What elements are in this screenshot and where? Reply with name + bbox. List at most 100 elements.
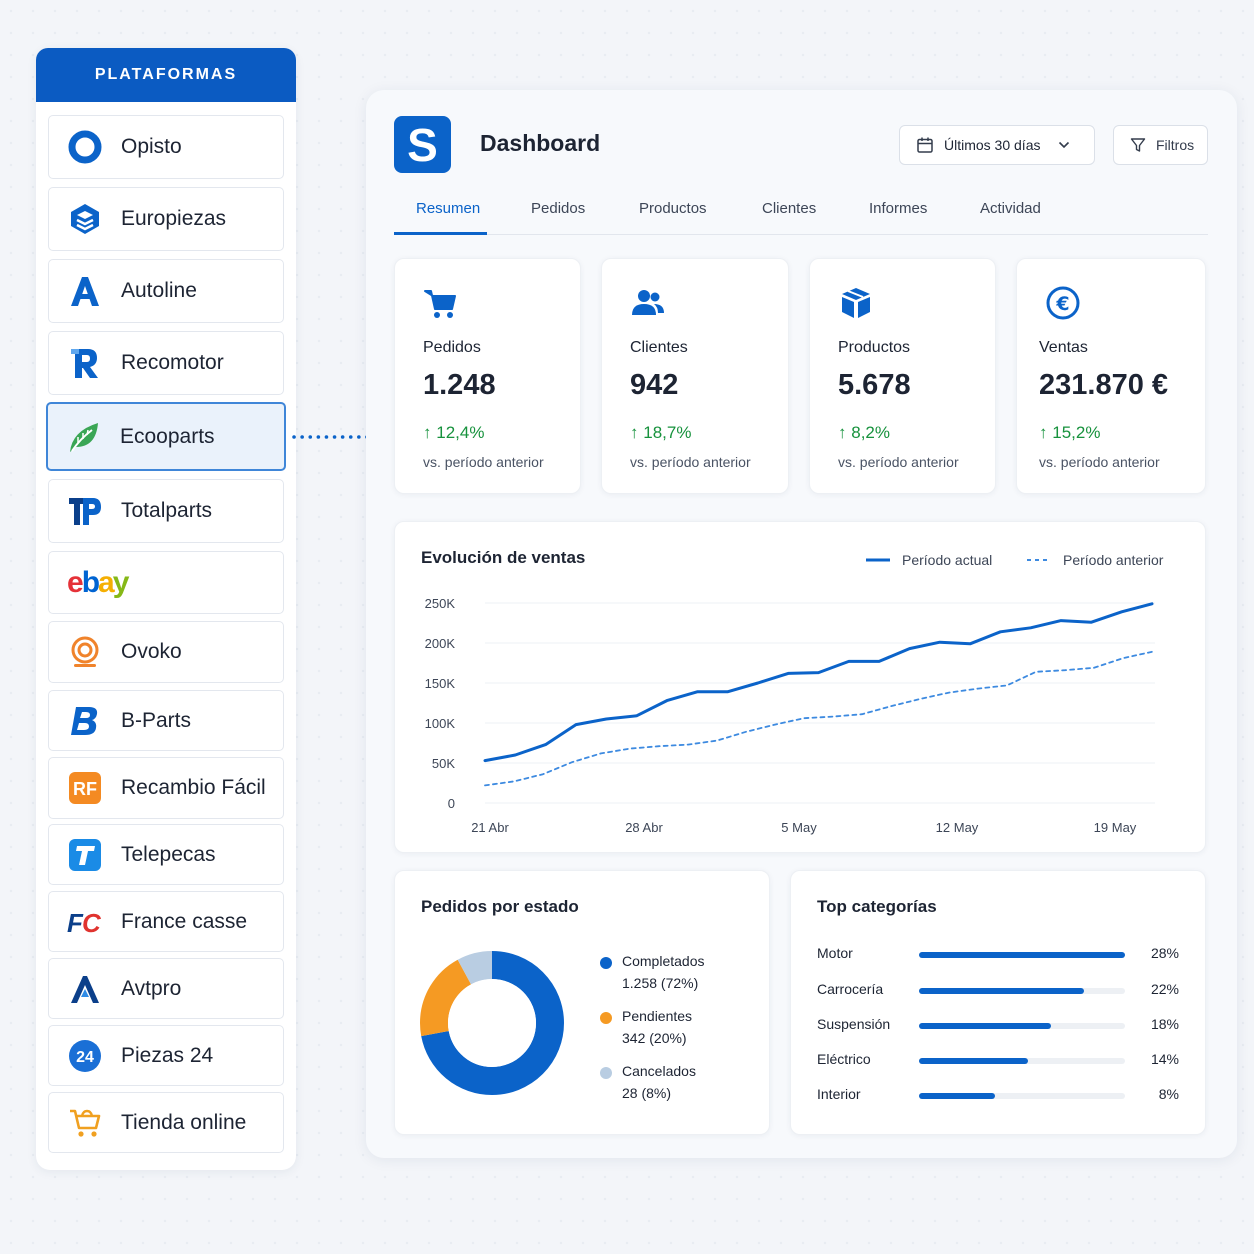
platform-label: Totalparts (121, 499, 213, 522)
category-label: Eléctrico (817, 1051, 871, 1067)
tab-bar: Resumen Pedidos Productos Clientes Infor… (394, 198, 1208, 235)
category-percent: 18% (1150, 1016, 1179, 1032)
platform-ebay[interactable]: ebay (48, 551, 284, 614)
x-tick-label: 21 Abr (471, 820, 509, 835)
tab-pedidos[interactable]: Pedidos (531, 200, 586, 217)
autoline-logo-icon (67, 273, 103, 309)
page-title: Dashboard (480, 130, 601, 156)
platform-autoline[interactable]: Autoline (48, 259, 284, 323)
platform-opisto[interactable]: Opisto (48, 115, 284, 179)
legend-dashed-line (1027, 559, 1051, 561)
date-range-dropdown[interactable]: Últimos 30 días (899, 125, 1095, 165)
svg-text:€: € (1055, 293, 1069, 315)
kpi-card-pedidos[interactable]: Pedidos 1.248 ↑ 12,4% vs. período anteri… (394, 258, 581, 494)
platform-telepecas[interactable]: Telepecas (48, 824, 284, 885)
kpi-delta: ↑ 18,7% (630, 423, 692, 442)
chevron-down-icon (1059, 141, 1070, 149)
category-bar-fill (919, 1023, 1051, 1029)
platform-label: France casse (121, 909, 248, 933)
kpi-label: Productos (838, 339, 911, 356)
status-donut-chart (420, 951, 564, 1095)
kpi-card-productos[interactable]: Productos 5.678 ↑ 8,2% vs. período anter… (809, 258, 996, 494)
svg-text:F: F (67, 908, 84, 938)
tab-productos[interactable]: Productos (639, 200, 707, 217)
category-percent: 28% (1150, 945, 1179, 961)
legend-current: Período actual (866, 552, 992, 568)
series-line-current (483, 602, 1154, 763)
platform-piezas24[interactable]: 24 Piezas 24 (48, 1025, 284, 1086)
category-label: Interior (817, 1086, 861, 1102)
opisto-logo-icon (67, 129, 103, 165)
legend-previous: Período anterior (1027, 552, 1163, 568)
sales-chart-card: Evolución de ventas Período actual Perío… (394, 521, 1206, 853)
legend-dot (600, 1067, 612, 1079)
platform-ecooparts[interactable]: Ecooparts (46, 402, 286, 471)
category-percent: 8% (1158, 1086, 1179, 1102)
platform-label: Ecooparts (120, 424, 215, 448)
tab-informes[interactable]: Informes (869, 200, 928, 217)
arrow-up-icon: ↑ (838, 423, 847, 442)
recambio-facil-logo-icon: RF (67, 770, 103, 806)
kpi-card-clientes[interactable]: Clientes 942 ↑ 18,7% vs. período anterio… (601, 258, 789, 494)
arrow-up-icon: ↑ (1039, 423, 1048, 442)
orders-status-title: Pedidos por estado (421, 897, 579, 916)
category-label: Suspensión (817, 1016, 891, 1032)
platform-tienda-online[interactable]: Tienda online (48, 1092, 284, 1153)
category-bar-fill (919, 1058, 1029, 1064)
euro-icon: € (1046, 286, 1080, 320)
kpi-note: vs. período anterior (838, 454, 959, 470)
y-tick-label: 0 (448, 796, 455, 811)
kpi-note: vs. período anterior (1039, 454, 1160, 470)
box-icon (842, 288, 870, 318)
platform-totalparts[interactable]: Totalparts (48, 479, 284, 543)
legend-solid-line (866, 558, 890, 562)
platform-label: Telepecas (121, 842, 216, 866)
category-label: Motor (817, 945, 853, 961)
kpi-card-ventas[interactable]: € Ventas 231.870 € ↑ 15,2% vs. período a… (1016, 258, 1206, 494)
kpi-label: Pedidos (423, 339, 481, 356)
calendar-icon (917, 137, 933, 153)
avtpro-logo-icon (67, 971, 103, 1007)
date-range-label: Últimos 30 días (944, 137, 1041, 153)
tab-clientes[interactable]: Clientes (762, 200, 817, 217)
platform-label: Ovoko (121, 640, 182, 663)
piezas24-logo-icon: 24 (67, 1038, 103, 1074)
filters-button[interactable]: Filtros (1113, 125, 1208, 165)
category-bar-track (919, 1023, 1125, 1029)
kpi-delta: ↑ 15,2% (1039, 423, 1101, 442)
tab-actividad[interactable]: Actividad (980, 200, 1041, 217)
platform-recomotor[interactable]: Recomotor (48, 331, 284, 395)
kpi-value: 5.678 (838, 369, 911, 401)
top-categories-card: Top categorías Motor 28% Carrocería 22% Susp… (790, 870, 1206, 1135)
top-categories-title: Top categorías (817, 897, 937, 916)
platforms-sidebar: PLATAFORMAS Opisto Europiezas Autoline R… (36, 48, 296, 1170)
y-tick-label: 200K (425, 636, 456, 651)
platform-europiezas[interactable]: Europiezas (48, 187, 284, 251)
platform-label: Recambio Fácil (121, 776, 266, 799)
donut-slice-1 (420, 951, 564, 1095)
legend-dot (600, 957, 612, 969)
filter-icon (1130, 138, 1146, 152)
kpi-value: 1.248 (423, 369, 496, 401)
platform-avtpro[interactable]: Avtpro (48, 958, 284, 1019)
platform-recambio-facil[interactable]: RF Recambio Fácil (48, 757, 284, 819)
category-bar-track (919, 1058, 1125, 1064)
platform-label: Recomotor (121, 351, 224, 374)
kpi-value: 231.870 € (1039, 369, 1169, 401)
x-tick-label: 5 May (781, 820, 817, 835)
shopping-cart-icon (67, 1105, 103, 1141)
telepecas-logo-icon (67, 837, 103, 873)
platform-bparts[interactable]: B-Parts (48, 690, 284, 751)
ovoko-logo-icon (67, 634, 103, 670)
x-tick-label: 12 May (936, 820, 979, 835)
category-bar-track (919, 952, 1125, 958)
platform-ovoko[interactable]: Ovoko (48, 621, 284, 683)
svg-text:C: C (82, 908, 102, 938)
category-row: Interior 8% (817, 1086, 1179, 1106)
tab-resumen[interactable]: Resumen (416, 200, 481, 217)
kpi-value: 942 (630, 369, 679, 401)
arrow-up-icon: ↑ (423, 423, 432, 442)
kpi-note: vs. período anterior (630, 454, 751, 470)
